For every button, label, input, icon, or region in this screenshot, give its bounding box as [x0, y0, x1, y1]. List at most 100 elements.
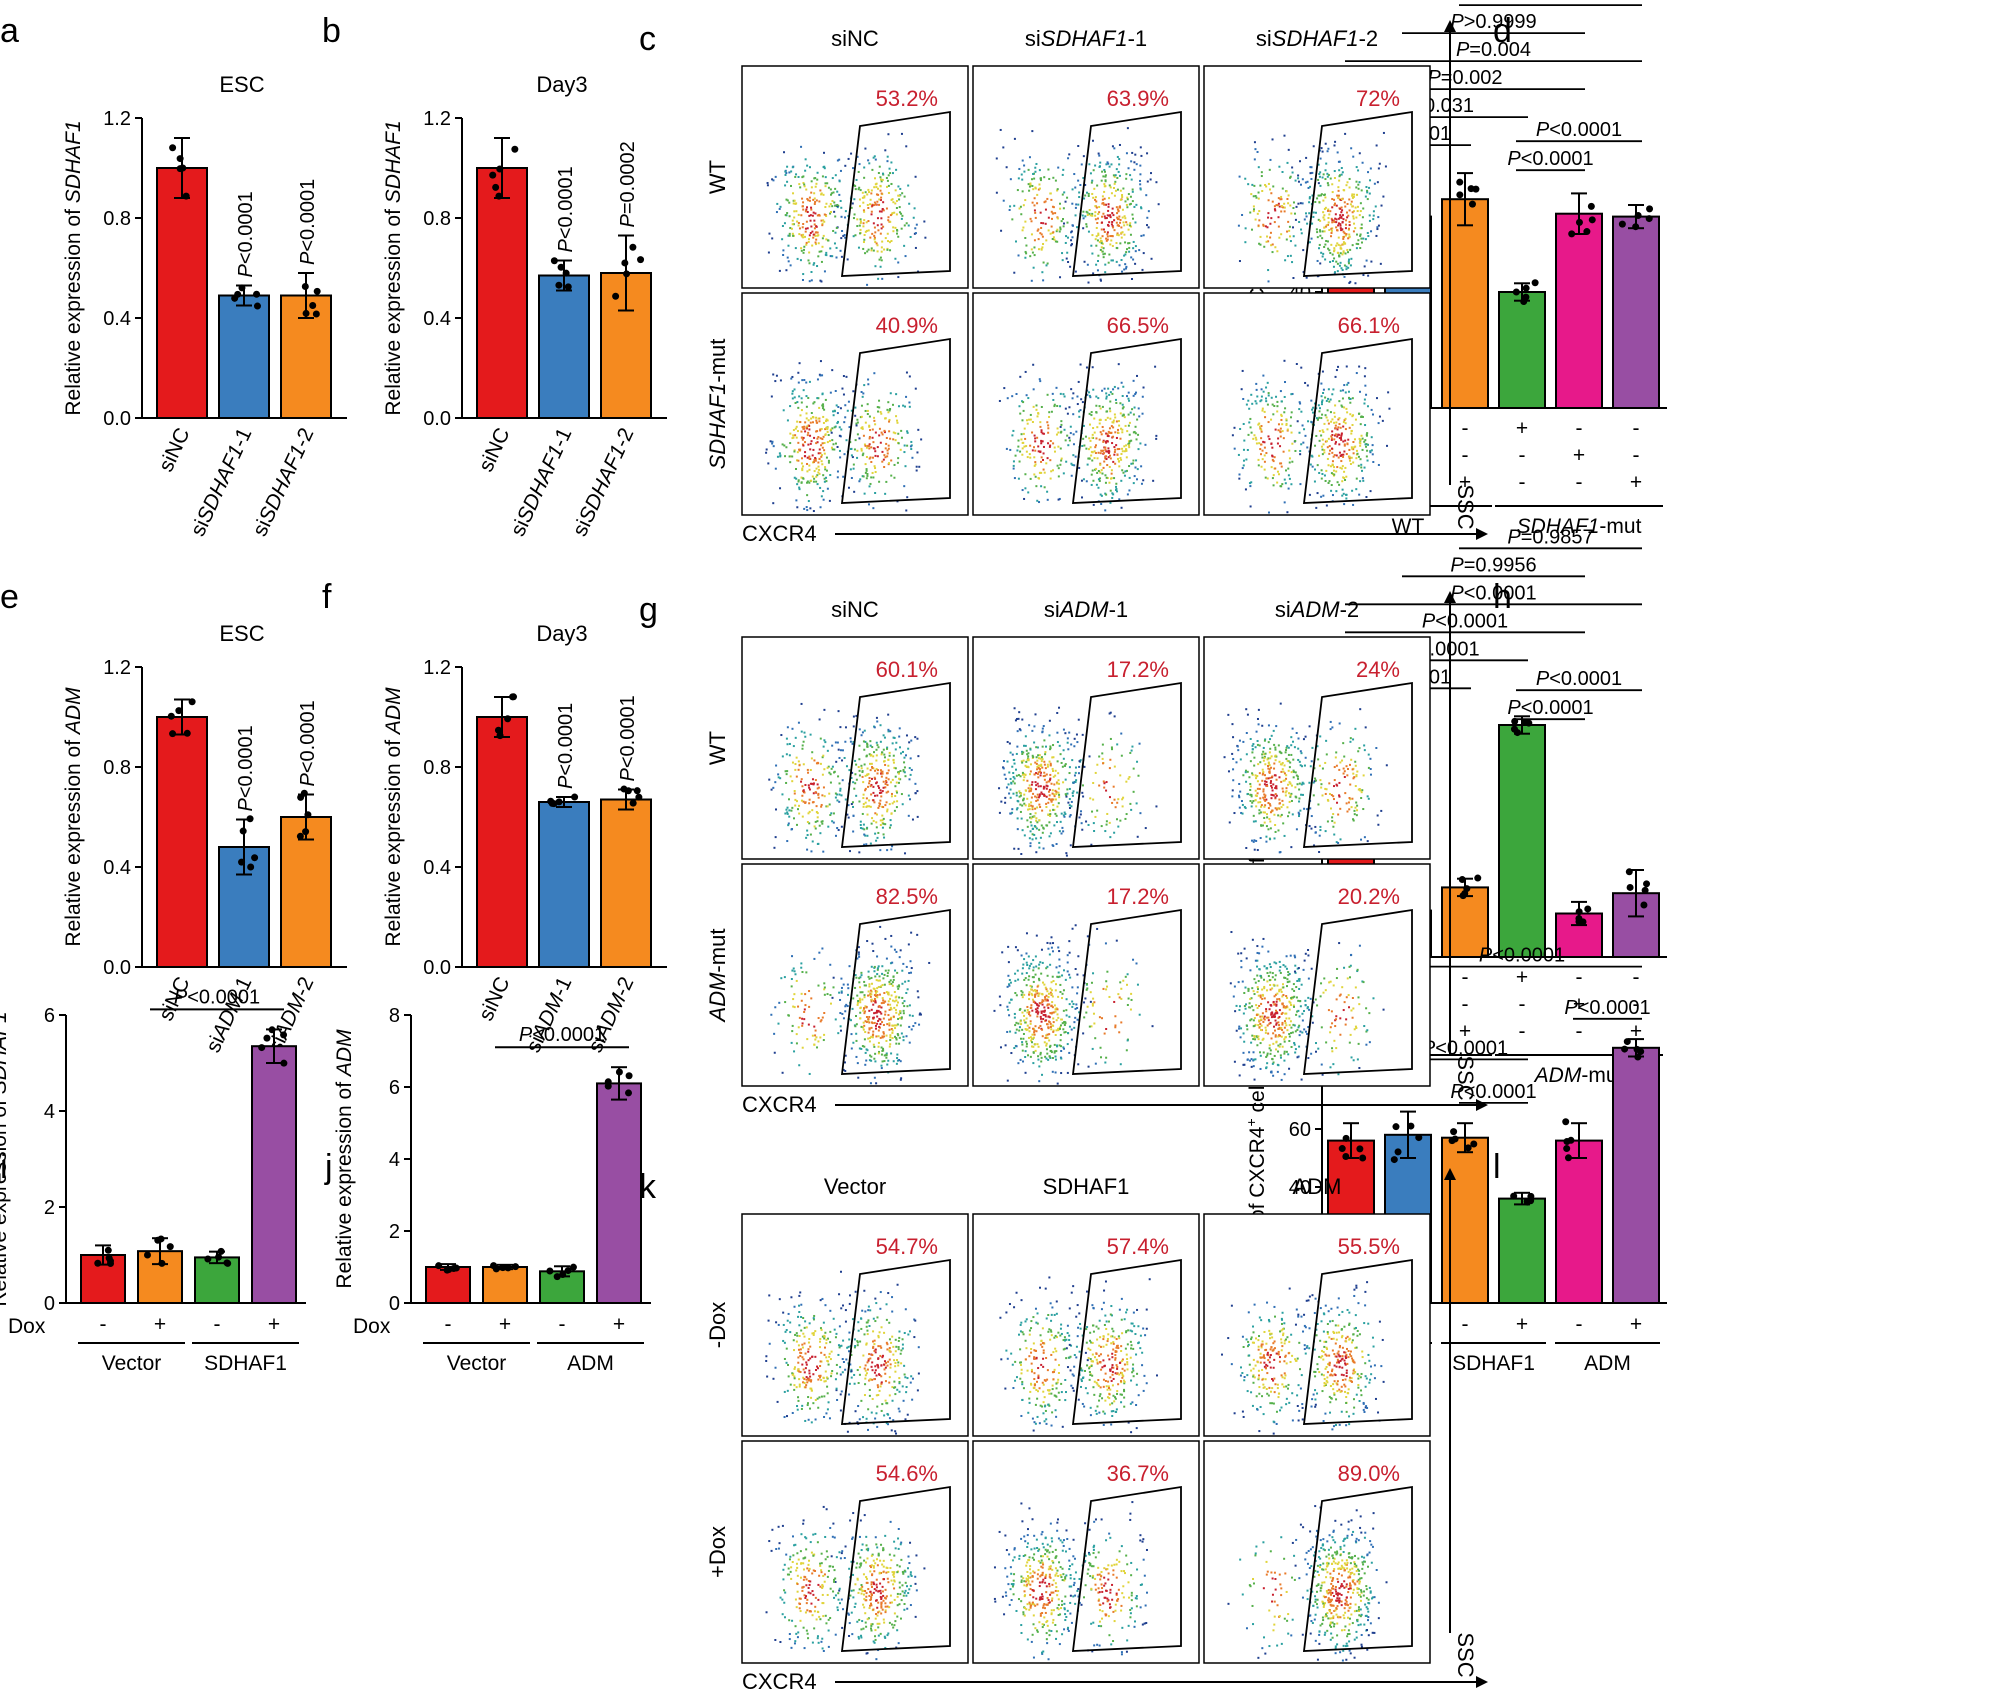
panel-c-event: [1263, 446, 1266, 449]
panel-g-event: [1092, 798, 1095, 801]
panel-c-event: [1279, 431, 1282, 434]
panel-c-event: [1375, 234, 1378, 237]
panel-c-event: [1098, 165, 1101, 168]
panel-c-event: [797, 441, 800, 444]
panel-c-event: [790, 170, 793, 173]
panel-b-datapoint: [489, 171, 497, 179]
panel-c-event: [823, 213, 826, 216]
panel-d-pvalue: P<0.0001: [1536, 119, 1622, 141]
panel-c-event: [793, 216, 796, 219]
panel-c-event: [874, 241, 877, 244]
panel-g-event: [1027, 752, 1030, 755]
panel-g-event: [1023, 744, 1026, 747]
panel-g-event: [1026, 797, 1029, 800]
panel-c-event: [898, 194, 901, 197]
panel-c-event: [770, 395, 773, 398]
panel-g-event: [818, 824, 821, 827]
panel-c-event: [795, 202, 798, 205]
panel-c-event: [876, 250, 879, 253]
panel-f-bar: [476, 716, 528, 968]
panel-h-sign: -: [1519, 1020, 1526, 1043]
panel-c-event: [1127, 193, 1130, 196]
panel-c-event: [1093, 450, 1096, 453]
panel-e-ytick-label: 0.4: [103, 857, 131, 879]
panel-g-event: [880, 791, 883, 794]
panel-c-event: [1140, 154, 1143, 157]
panel-c-event: [784, 173, 787, 176]
panel-c-event: [1088, 394, 1091, 397]
panel-g-event: [844, 798, 847, 801]
panel-g-event: [781, 755, 784, 758]
panel-g-event: [1259, 811, 1262, 814]
panel-g-event: [1048, 788, 1051, 791]
panel-g-event: [1066, 741, 1069, 744]
panel-g-event: [1035, 851, 1038, 854]
panel-c-event: [1365, 445, 1368, 448]
panel-j-datapoint: [443, 1266, 451, 1274]
panel-g-event: [809, 833, 812, 836]
panel-g-event: [819, 762, 822, 765]
panel-c-event: [865, 221, 868, 224]
panel-c-event: [1352, 215, 1355, 218]
panel-a-bar: [218, 294, 270, 419]
panel-c-event: [914, 227, 917, 230]
panel-c-event: [1134, 153, 1137, 156]
panel-g-event: [1332, 795, 1335, 798]
panel-l-datapoint: [1342, 1134, 1350, 1142]
panel-d-datapoint: [1645, 215, 1653, 223]
panel-g-event: [1027, 755, 1030, 758]
panel-g-event: [1016, 807, 1019, 810]
panel-c-event: [864, 147, 867, 150]
panel-c-event: [1045, 239, 1048, 242]
panel-c-event: [1124, 200, 1127, 203]
panel-c-event: [1113, 477, 1116, 480]
panel-c-event: [1066, 236, 1069, 239]
panel-c-event: [1021, 190, 1024, 193]
panel-c-event: [840, 255, 843, 258]
panel-c-event: [1326, 209, 1329, 212]
panel-c-event: [868, 435, 871, 438]
panel-c-event: [882, 458, 885, 461]
panel-g-event: [809, 782, 812, 785]
panel-c-col-label: siSDHAF1-1: [1025, 26, 1147, 51]
panel-g-event: [802, 763, 805, 766]
panel-d-sign: +: [1459, 471, 1471, 494]
panel-g-event: [837, 775, 840, 778]
panel-g-event: [802, 800, 805, 803]
panel-c-event: [816, 171, 819, 174]
panel-c-event: [1283, 501, 1286, 504]
panel-c-event: [867, 378, 870, 381]
panel-c-event: [1272, 185, 1275, 188]
panel-c-event: [807, 419, 810, 422]
panel-g-event: [823, 795, 826, 798]
panel-g-event: [885, 801, 888, 804]
panel-g-event: [1044, 751, 1047, 754]
panel-g-event: [848, 850, 851, 853]
panel-c-event: [890, 459, 893, 462]
panel-c-event: [865, 477, 868, 480]
panel-g-event: [902, 768, 905, 771]
panel-c-event: [1059, 202, 1062, 205]
panel-g-event: [899, 778, 902, 781]
panel-c-event: [1039, 211, 1042, 214]
panel-c-event: [864, 252, 867, 255]
panel-a-datapoint: [301, 283, 309, 291]
panel-c-event: [1096, 217, 1099, 220]
panel-g-event: [1036, 799, 1039, 802]
panel-h-sign: +: [1573, 993, 1585, 1016]
panel-c-event: [772, 445, 775, 448]
panel-c-event: [1363, 466, 1366, 469]
panel-c-event: [1054, 179, 1057, 182]
panel-c-event: [798, 449, 801, 452]
panel-c-event: [1353, 222, 1356, 225]
panel-g-event: [1057, 772, 1060, 775]
panel-c-event: [1310, 237, 1313, 240]
panel-c-event: [1337, 365, 1340, 368]
panel-c-event: [1349, 280, 1352, 283]
panel-c-event: [1101, 195, 1104, 198]
panel-c-event: [818, 457, 821, 460]
panel-g-event: [1246, 793, 1249, 796]
panel-c-event: [1031, 431, 1034, 434]
panel-c-event: [1024, 236, 1027, 239]
panel-c-event: [1352, 503, 1355, 506]
